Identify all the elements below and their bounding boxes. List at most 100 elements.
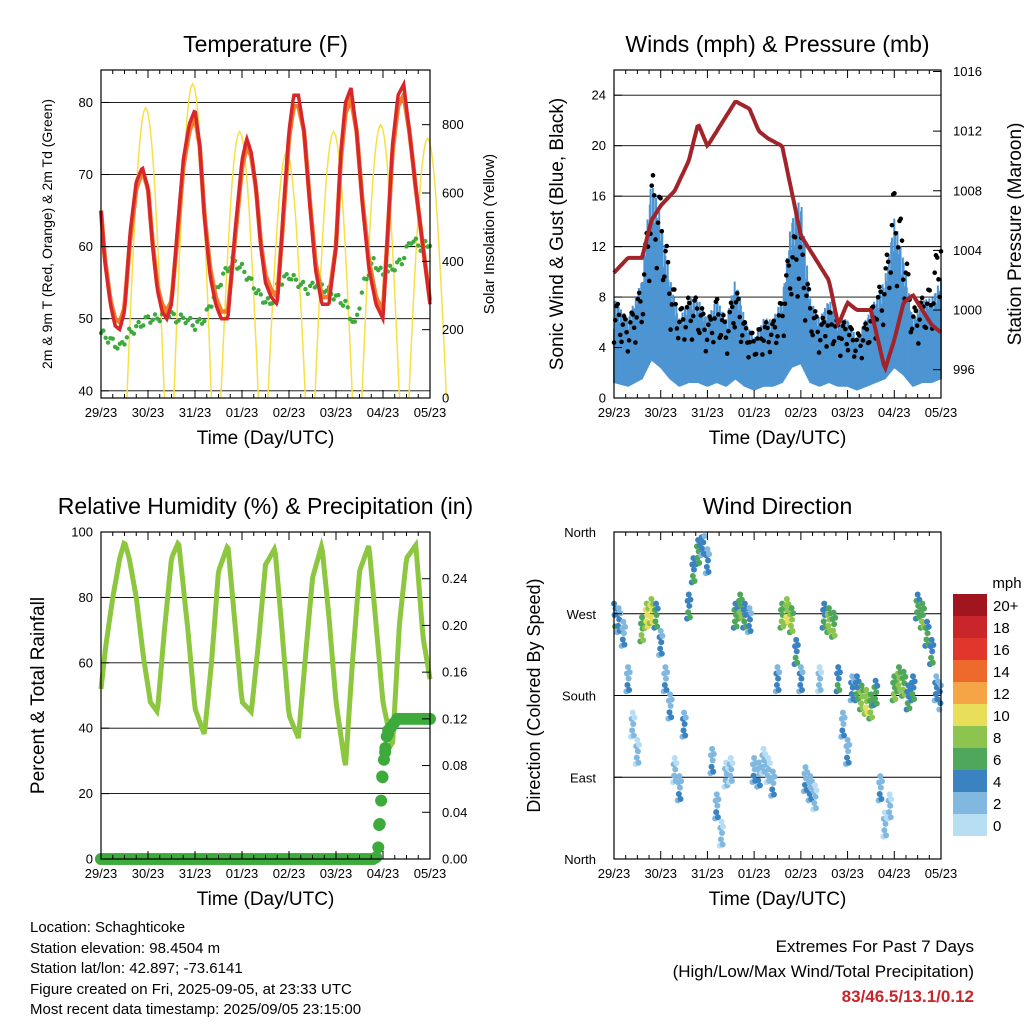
direction-point	[876, 790, 883, 797]
direction-point	[882, 820, 889, 827]
direction-point	[873, 700, 880, 707]
direction-point	[776, 669, 783, 676]
direction-point	[928, 636, 935, 643]
direction-point	[911, 678, 918, 685]
direction-point	[844, 754, 851, 761]
speed-legend: mph 20+ 18 16 14 12 10 8 6 4 2 0	[953, 575, 1022, 836]
dewpoint-point	[122, 342, 127, 347]
gust-point	[849, 326, 855, 332]
gust-point	[738, 339, 744, 345]
direction-point	[748, 610, 755, 617]
direction-point	[895, 681, 902, 688]
gust-point	[880, 322, 886, 328]
direction-point	[662, 664, 669, 671]
gust-point	[844, 341, 849, 347]
y-tick-label: South	[562, 689, 596, 704]
dewpoint-point	[303, 286, 308, 292]
gust-point	[624, 329, 629, 335]
direction-point	[657, 627, 664, 634]
direction-point	[765, 754, 772, 761]
gust-point	[838, 353, 843, 359]
direction-point	[923, 636, 930, 643]
extremes-subtitle: (High/Low/Max Wind/Total Precipitation)	[672, 962, 974, 981]
gust-point	[829, 322, 834, 327]
direction-point	[636, 741, 643, 748]
gust-point	[804, 293, 809, 299]
gust-point	[831, 339, 837, 344]
gust-point	[822, 333, 828, 339]
dewpoint-point	[145, 314, 151, 319]
gust-point	[775, 334, 780, 339]
direction-point	[746, 605, 753, 612]
direction-point	[883, 832, 890, 839]
gust-point	[778, 301, 784, 307]
direction-point	[704, 557, 711, 564]
gust-point	[812, 309, 818, 314]
dewpoint-point	[124, 335, 130, 340]
gust-point	[851, 354, 857, 359]
x-tick-label: 02/23	[273, 866, 306, 881]
precip-series	[95, 712, 436, 865]
solar-line	[314, 129, 354, 399]
gust-point	[887, 285, 892, 291]
gust-point	[841, 320, 847, 325]
dewpoint-point	[300, 279, 306, 285]
precip-point	[376, 771, 389, 784]
gust-point	[923, 325, 929, 331]
gust-point	[853, 348, 858, 354]
gust-point	[856, 333, 862, 338]
direction-point	[689, 572, 696, 579]
direction-point	[653, 612, 660, 619]
direction-point	[839, 727, 846, 734]
dewpoint-point	[279, 282, 285, 287]
y2-tick-label: 0.24	[442, 571, 467, 586]
direction-point	[789, 616, 796, 623]
gust-point	[839, 336, 844, 342]
direction-point	[705, 568, 712, 575]
direction-point	[626, 687, 633, 694]
gust-point	[633, 340, 638, 345]
gust-point	[675, 335, 681, 341]
direction-point	[615, 605, 622, 612]
gust-point	[874, 317, 880, 322]
x-tick-label: 01/23	[226, 866, 259, 881]
chart-title: Wind Direction	[703, 493, 853, 519]
direction-point	[872, 695, 879, 702]
gust-point	[883, 266, 888, 271]
gust-point	[693, 295, 699, 301]
direction-point	[836, 669, 843, 676]
direction-point	[751, 754, 758, 761]
direction-point	[902, 673, 909, 680]
gust-point	[845, 347, 851, 353]
x-tick-label: 03/23	[831, 405, 864, 420]
gust-point	[650, 173, 656, 178]
direction-point	[673, 760, 680, 767]
gust-point	[704, 337, 710, 343]
dewpoint-point	[101, 328, 106, 333]
dewpoint-point	[237, 265, 242, 270]
dewpoint-point	[202, 318, 207, 324]
direction-point	[700, 539, 707, 546]
direction-point	[878, 796, 885, 803]
direction-point	[710, 750, 717, 757]
direction-point	[701, 532, 708, 539]
direction-point	[811, 800, 818, 807]
gust-point	[664, 243, 670, 249]
direction-point	[933, 673, 940, 680]
gust-point	[789, 291, 794, 297]
dewpoint-point	[284, 271, 289, 277]
direction-point	[654, 605, 661, 612]
direction-point	[930, 641, 937, 648]
chart-title: Winds (mph) & Pressure (mb)	[625, 31, 929, 57]
y-tick-label: 80	[79, 95, 93, 110]
dewpoint-point	[293, 277, 299, 282]
direction-point	[820, 618, 827, 625]
gust-point	[638, 299, 643, 304]
gust-point	[630, 312, 636, 317]
y2-tick-label: 1008	[953, 183, 982, 198]
gust-point	[669, 302, 675, 307]
legend-label: 4	[993, 774, 1001, 791]
dewpoint-point	[218, 282, 224, 288]
gust-point	[828, 310, 833, 315]
dewpoint-point	[221, 271, 226, 276]
